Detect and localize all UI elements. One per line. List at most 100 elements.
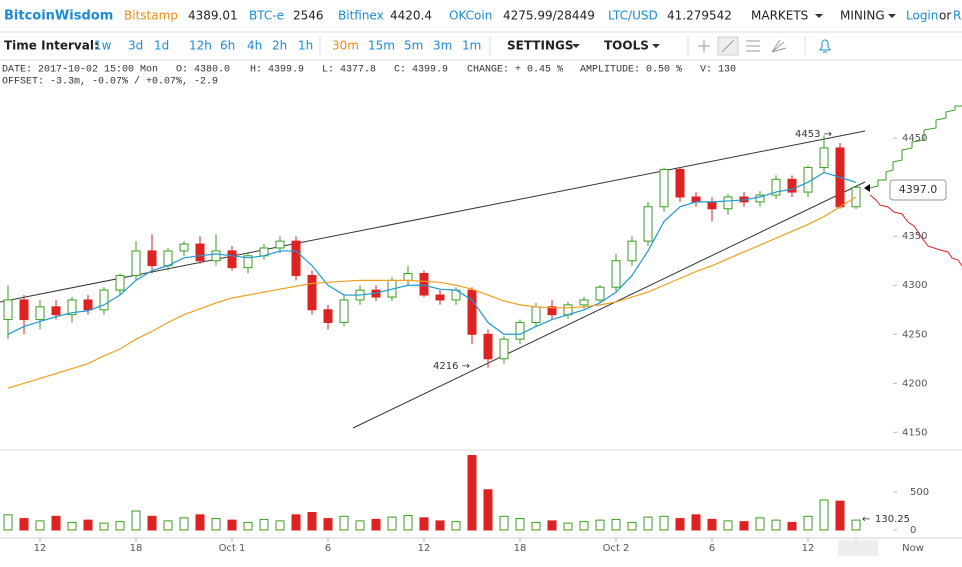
register-link[interactable]: R: [953, 9, 961, 23]
volume-bar: [131, 510, 141, 531]
candle-body: [3, 299, 13, 321]
annotation: 4216 →: [433, 361, 470, 372]
candle-body: [35, 306, 45, 321]
volume-bar: [451, 521, 461, 531]
volume-tag: 130.25: [875, 514, 910, 525]
volume-bar: [643, 516, 653, 531]
interval-option[interactable]: 1h: [298, 39, 313, 53]
moving-average: [7, 171, 857, 335]
candle-body: [323, 309, 333, 324]
volume-bar: [803, 515, 813, 531]
interval-option[interactable]: 2h: [272, 39, 287, 53]
caret: [652, 44, 660, 48]
volume-bar: [707, 518, 717, 531]
menu[interactable]: MINING: [840, 9, 885, 23]
volume-bar: [307, 512, 317, 531]
candle-body: [83, 299, 93, 311]
brand[interactable]: BitcoinWisdom: [4, 9, 113, 24]
interval-option[interactable]: 1w: [94, 39, 112, 53]
interval-option[interactable]: 15m: [368, 39, 395, 53]
interval-option[interactable]: 5m: [404, 39, 423, 53]
candle-body: [499, 338, 509, 360]
volume-bar: [403, 515, 413, 531]
drawing-tools[interactable]: [698, 36, 787, 56]
volume-bar: [835, 500, 845, 531]
volume-bar: [595, 519, 605, 531]
volume-bar: [483, 489, 493, 531]
now-label: Now: [902, 543, 924, 554]
x-tick-label: Oct 2: [603, 543, 630, 554]
interval-option[interactable]: 4h: [247, 39, 262, 53]
ticker-name[interactable]: BTC-e: [249, 9, 284, 23]
volume-bar: [115, 521, 125, 531]
candle-body: [707, 201, 717, 210]
ticker-price: 4420.4: [390, 9, 432, 23]
volume-bar: [259, 518, 269, 531]
candle-body: [147, 250, 157, 267]
volume-bar: [787, 521, 797, 531]
candle-body: [179, 243, 189, 252]
ticker-price: 4275.99/28449: [503, 9, 595, 23]
volume-bar: [387, 516, 397, 531]
candle-body: [803, 167, 813, 193]
candle-body: [195, 243, 205, 262]
candle-body: [547, 306, 557, 316]
ticker-price: 4389.01: [188, 9, 238, 23]
volume-bar: [355, 520, 365, 531]
candle-body: [643, 206, 653, 242]
interval-option[interactable]: 1d: [154, 39, 169, 53]
ticker-name[interactable]: OKCoin: [449, 9, 492, 23]
ticker-name[interactable]: Bitstamp: [124, 9, 178, 23]
candle-body: [403, 272, 413, 281]
candle-body: [611, 260, 621, 288]
volume-bar: [291, 514, 301, 531]
volume-bar: [499, 515, 509, 531]
interval-option[interactable]: 1m: [462, 39, 481, 53]
volume-bar: [227, 519, 237, 531]
x-tick-label: 12: [418, 543, 431, 554]
interval-group: 1w 3d 1d 12h 6h 4h 2h 1h 30m 15m 5m 3m 1m: [94, 39, 481, 53]
candle-body: [131, 250, 141, 276]
caret: [888, 14, 896, 18]
info-open: O: 4380.0: [176, 65, 230, 76]
volume-bar: [547, 520, 557, 531]
volume-bar: [339, 515, 349, 531]
interval-option[interactable]: 30m: [332, 39, 359, 53]
info-high: H: 4399.9: [250, 65, 304, 76]
interval-option[interactable]: 3m: [433, 39, 452, 53]
trend-line: [352, 181, 866, 429]
volume-bar: [371, 518, 381, 531]
info-amplitude: AMPLITUDE: 0.50 %: [580, 65, 682, 76]
info-date: DATE: 2017-10-02 15:00 Mon: [2, 65, 158, 76]
moving-average: [7, 196, 857, 389]
ticker-name[interactable]: LTC/USD: [608, 9, 658, 23]
y-tick-label: 4250: [902, 329, 927, 340]
annotation: 4453 →: [795, 129, 832, 140]
ticker-name[interactable]: Bitfinex: [338, 9, 384, 23]
candle-body: [771, 178, 781, 196]
x-tick-label: 12: [34, 543, 47, 554]
login-link[interactable]: Login: [906, 9, 938, 23]
interval-option[interactable]: 3d: [128, 39, 143, 53]
menu[interactable]: MARKETS: [751, 9, 808, 23]
price-tag: 4397.0: [899, 183, 938, 196]
alert-icon[interactable]: [819, 39, 831, 53]
volume-bar: [35, 520, 45, 531]
candle-body: [275, 240, 285, 249]
settings-menu[interactable]: SETTINGS: [507, 39, 574, 53]
tools-menu[interactable]: TOOLS: [604, 39, 649, 53]
candle-body: [115, 274, 125, 291]
interval-option[interactable]: 12h: [189, 39, 212, 53]
volume-bar: [611, 518, 621, 531]
caret: [815, 14, 823, 18]
volume-bar: [563, 522, 573, 531]
interval-option[interactable]: 6h: [220, 39, 235, 53]
volume-bar: [659, 515, 669, 531]
volume-bar: [755, 517, 765, 531]
info-change: CHANGE: + 0.45 %: [467, 65, 563, 76]
candle-body: [627, 240, 637, 262]
price-pointer: [864, 184, 870, 192]
x-tick-label: 18: [514, 543, 527, 554]
